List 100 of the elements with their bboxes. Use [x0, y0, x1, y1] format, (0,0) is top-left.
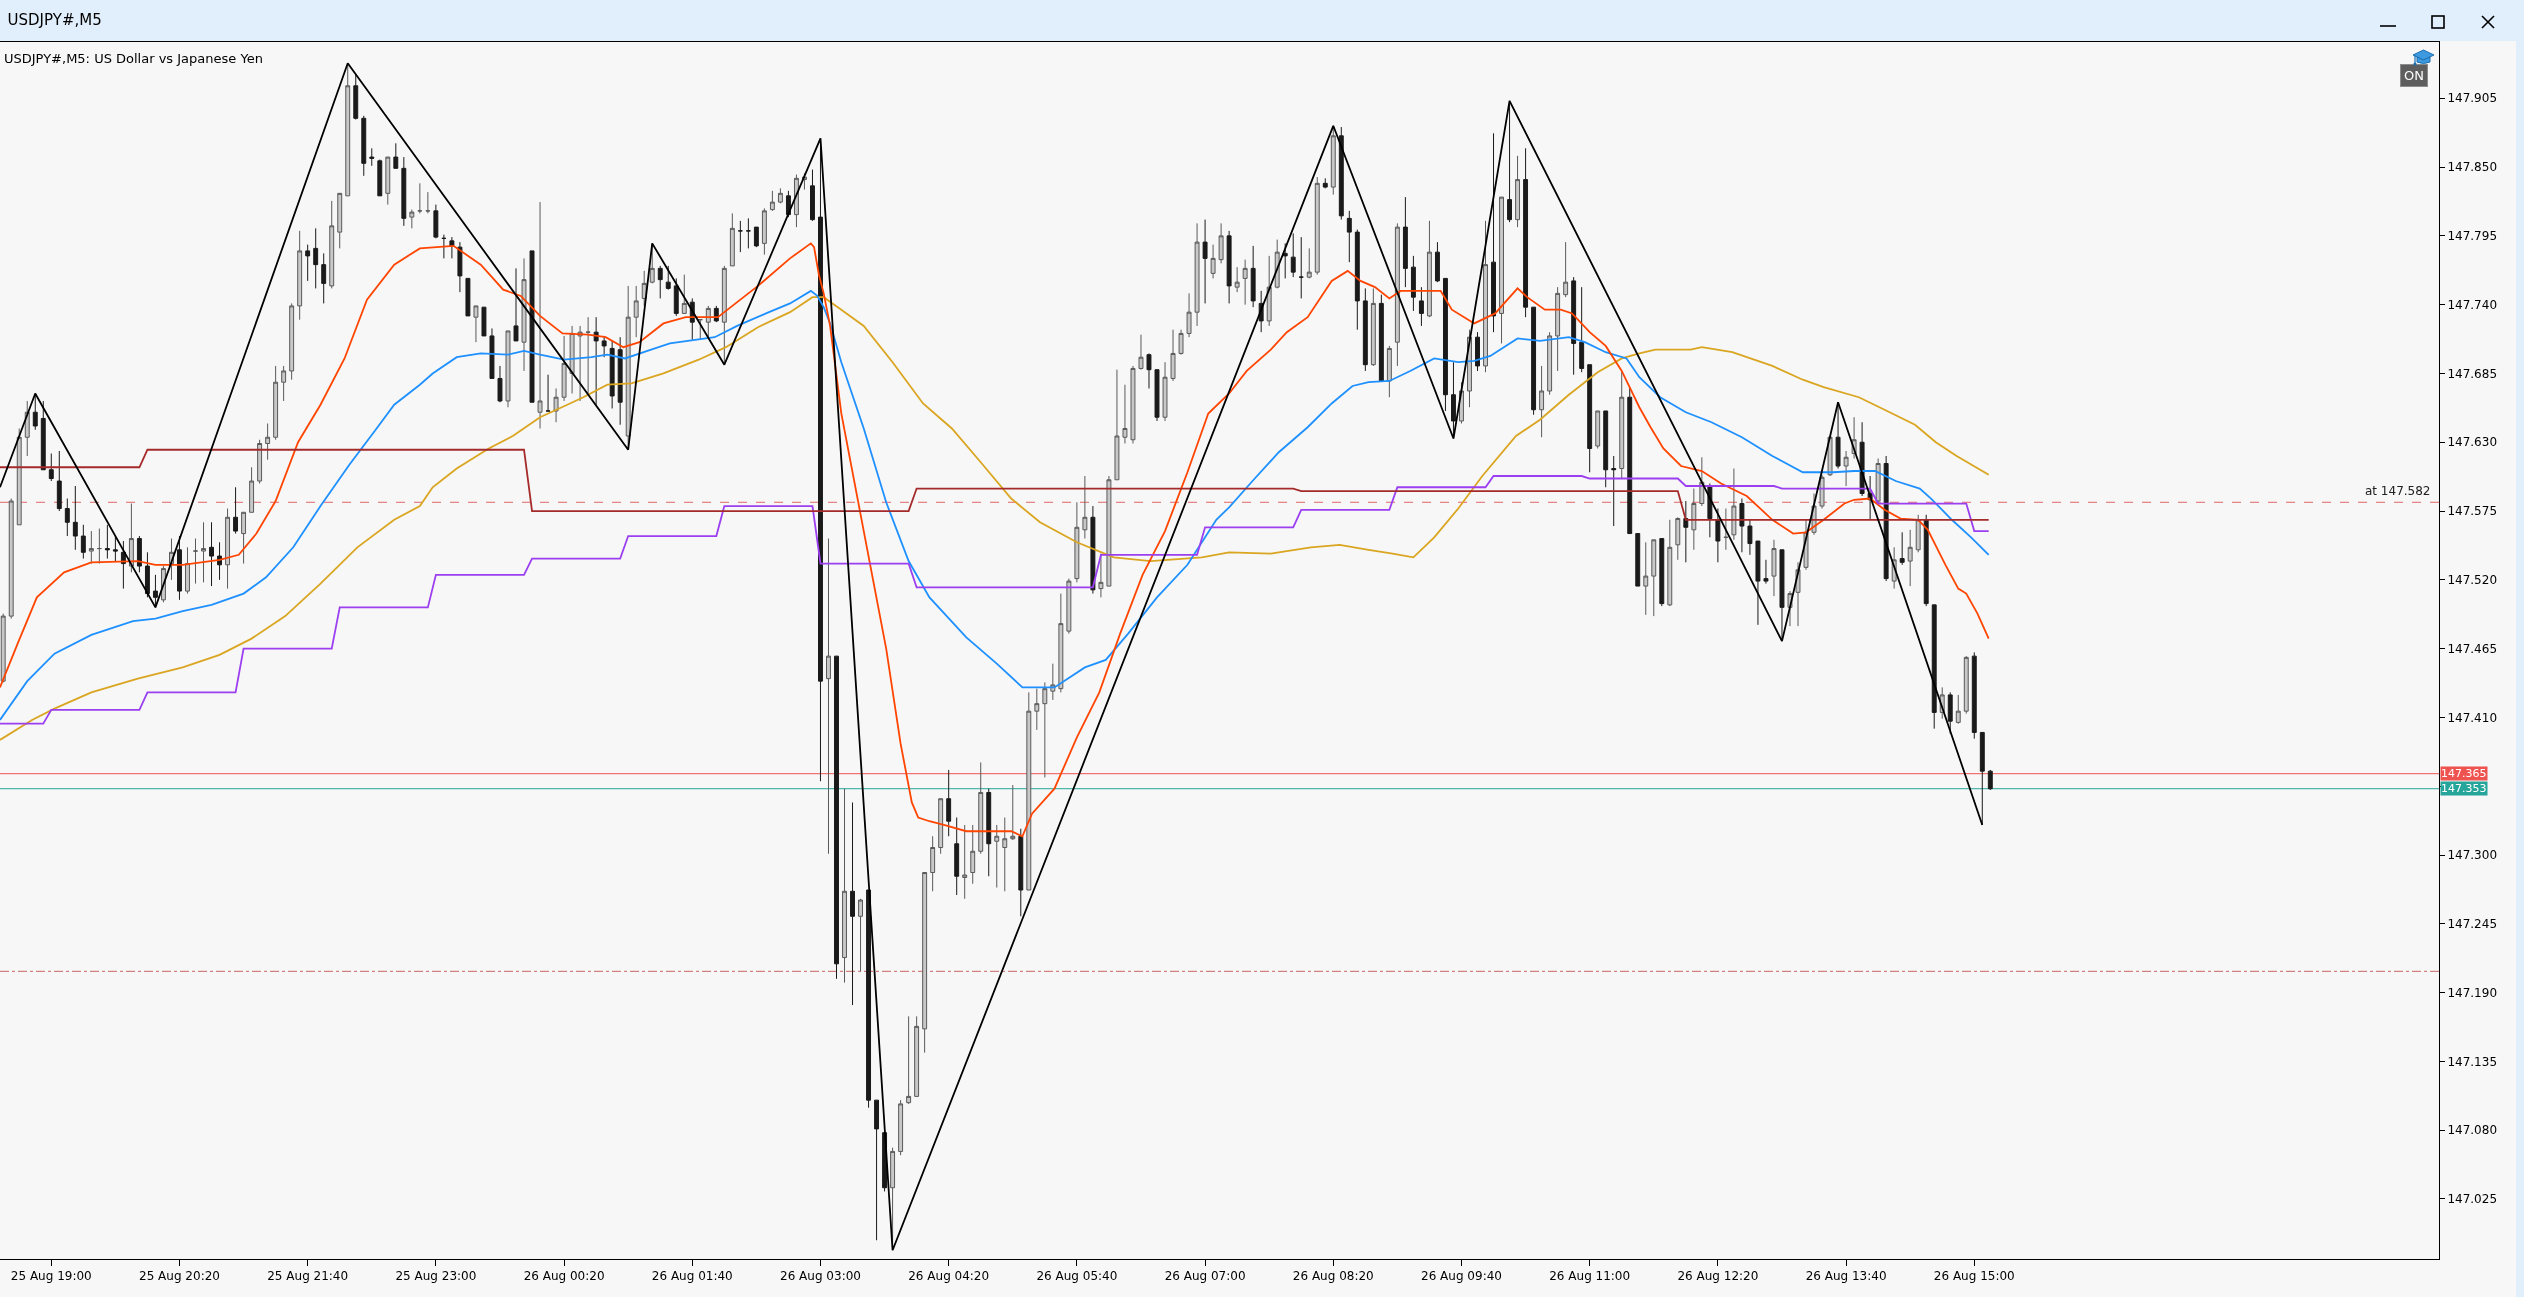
candlestick	[962, 824, 968, 900]
candlestick	[1394, 222, 1400, 367]
candlestick	[112, 535, 118, 562]
candlestick	[1539, 365, 1545, 438]
candlestick	[1410, 255, 1416, 312]
candlestick	[1074, 501, 1080, 583]
candlestick	[88, 530, 94, 565]
candlestick	[297, 230, 303, 321]
candlestick	[1635, 533, 1641, 587]
candlestick	[826, 538, 831, 855]
candlestick	[585, 316, 591, 394]
candlestick	[633, 285, 639, 338]
candlestick	[1434, 241, 1440, 283]
candlestick	[353, 74, 359, 121]
candlestick	[1138, 334, 1144, 371]
x-tick-label: 26 Aug 15:00	[1933, 1269, 2015, 1284]
text: USDJPY#,M5: US Dollar vs Japanese Yen	[4, 51, 263, 66]
candlestick	[673, 277, 679, 317]
candlestick	[994, 824, 1000, 889]
candlestick	[481, 306, 487, 337]
candlestick	[1971, 651, 1977, 740]
candlestick	[1442, 277, 1448, 412]
candlestick	[1114, 369, 1120, 481]
candlestick	[1282, 242, 1288, 279]
candlestick	[257, 439, 263, 485]
candlestick	[289, 302, 295, 381]
candlestick	[64, 498, 70, 537]
candlestick	[425, 191, 431, 214]
candlestick	[449, 236, 455, 259]
candlestick	[922, 872, 928, 1054]
candlestick	[417, 182, 423, 214]
candlestick	[617, 336, 623, 426]
x-tick-label: 26 Aug 13:40	[1805, 1269, 1887, 1284]
candlestick	[1082, 475, 1088, 540]
candlestick	[1603, 410, 1609, 488]
candlestick	[465, 277, 471, 317]
x-tick-label: 25 Aug 20:20	[139, 1269, 220, 1284]
candlestick	[1018, 828, 1024, 917]
candlestick	[1066, 578, 1072, 635]
candlestick	[986, 788, 992, 877]
candlestick	[1731, 468, 1737, 541]
candlestick	[1747, 519, 1753, 556]
x-tick-label: 26 Aug 11:00	[1549, 1269, 1631, 1284]
candlestick	[1146, 352, 1152, 389]
candlestick	[1002, 816, 1008, 892]
candlestick	[0, 613, 6, 683]
candlestick	[1491, 132, 1496, 333]
candlestick	[1475, 331, 1480, 372]
y-tick-label: 147.575	[2447, 504, 2498, 519]
candlestick	[1723, 508, 1729, 551]
candlestick	[858, 898, 863, 972]
ref-line-label: 147.365	[2441, 767, 2487, 780]
candlestick	[433, 204, 439, 239]
candlestick	[1915, 514, 1921, 553]
candlestick	[505, 330, 511, 408]
candlestick	[233, 486, 239, 535]
candlestick	[954, 816, 960, 896]
candlestick	[72, 485, 78, 551]
candlestick	[1234, 266, 1240, 293]
candlestick	[1923, 514, 1929, 607]
candlestick	[1122, 384, 1128, 444]
candlestick	[1042, 681, 1048, 778]
candlestick	[665, 265, 671, 291]
candlestick	[1843, 450, 1849, 487]
candlestick	[777, 187, 783, 204]
candlestick	[1298, 236, 1304, 299]
candlestick	[16, 427, 22, 526]
y-tick-label: 147.630	[2447, 435, 2498, 450]
candlestick	[1555, 286, 1561, 372]
candlestick	[1499, 196, 1504, 344]
candlestick	[1058, 593, 1064, 693]
candlestick	[1010, 784, 1016, 840]
candlestick	[473, 305, 479, 343]
candlestick	[810, 169, 815, 222]
candlestick	[1202, 219, 1208, 304]
candlestick	[193, 538, 198, 585]
x-tick-label: 26 Aug 04:20	[908, 1269, 990, 1284]
candlestick	[1979, 731, 1985, 826]
candlestick	[970, 824, 976, 885]
candlestick	[930, 835, 936, 892]
candlestick	[1715, 508, 1721, 563]
candlestick	[1130, 365, 1136, 444]
candlestick	[249, 466, 255, 513]
candlestick	[1178, 329, 1184, 356]
x-tick-label: 26 Aug 00:20	[523, 1269, 605, 1284]
candlestick	[1186, 292, 1192, 338]
candlestick	[1098, 553, 1104, 598]
candlestick	[377, 159, 383, 197]
candlestick	[1402, 196, 1408, 288]
candlestick	[1226, 230, 1232, 304]
candlestick	[657, 265, 663, 299]
x-tick-label: 26 Aug 03:00	[780, 1269, 861, 1284]
candlestick	[1739, 498, 1745, 553]
candlestick	[1627, 386, 1633, 535]
candlestick	[96, 528, 102, 565]
y-tick-label: 147.410	[2447, 710, 2498, 725]
candlestick	[946, 769, 952, 837]
candlestick	[185, 546, 190, 595]
ref-line-label: 147.353	[2441, 782, 2487, 795]
candlestick	[553, 387, 559, 423]
